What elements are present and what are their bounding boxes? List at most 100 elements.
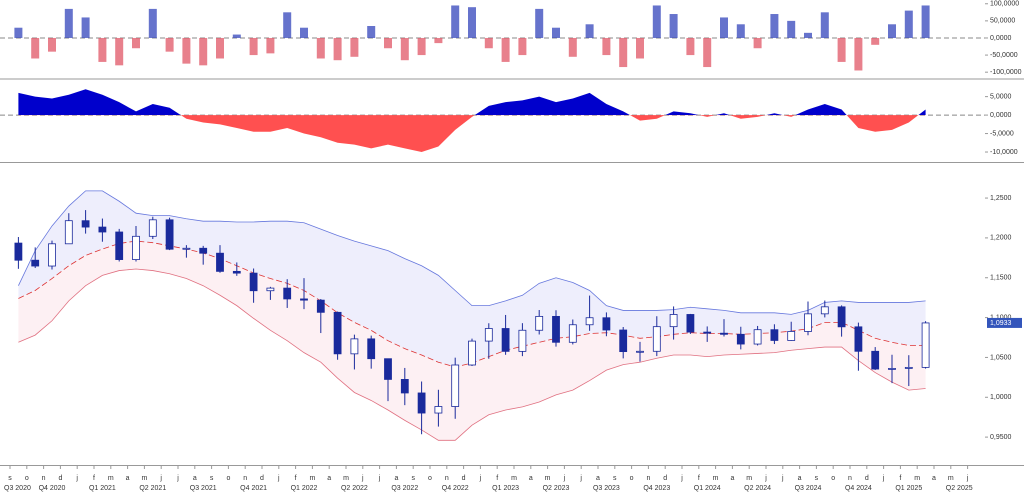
bar [804, 32, 812, 38]
x-tick-label: s [210, 475, 214, 482]
candle-body [837, 306, 846, 328]
x-tick-label: f [899, 475, 901, 482]
y-tick-label: 1,1500 [990, 275, 1012, 282]
candle-body [48, 243, 56, 267]
x-tick-label: f [698, 475, 700, 482]
bar [283, 12, 292, 38]
candle-body [31, 259, 40, 267]
x-tick-label: m [309, 475, 315, 482]
candle-body [451, 364, 460, 407]
candle-body [720, 332, 728, 335]
x-tick-label: j [176, 475, 179, 482]
y-tick-label: 1,0000 [990, 394, 1012, 401]
x-tick-label: d [865, 475, 869, 482]
quarter-label: Q4 2021 [240, 485, 267, 492]
band-line [18, 268, 926, 441]
x-tick-label: n [445, 475, 449, 482]
band-fill [18, 241, 926, 441]
bar [501, 37, 510, 62]
bar [837, 37, 846, 62]
candle-body [283, 287, 292, 300]
bar [552, 27, 560, 38]
bar [132, 37, 140, 49]
price-tag [987, 317, 1022, 328]
candle-body [14, 242, 23, 261]
x-tick-label: m [545, 475, 551, 482]
x-tick-label: j [563, 475, 566, 482]
candle-body [484, 328, 493, 342]
x-tick-label: n [848, 475, 852, 482]
x-tick-label: o [25, 475, 29, 482]
candle-body [518, 329, 527, 352]
x-tick-label: j [579, 475, 582, 482]
bar [484, 37, 493, 49]
bar [585, 24, 594, 38]
bar [434, 37, 443, 44]
bar [350, 37, 359, 57]
x-tick-label: n [646, 475, 650, 482]
x-tick-label: s [411, 475, 415, 482]
bar [199, 37, 208, 66]
quarter-label: Q2 2022 [341, 485, 368, 492]
bar [115, 37, 124, 66]
x-tick-label: d [58, 475, 62, 482]
candle-body [132, 235, 140, 260]
candle-body [434, 406, 443, 414]
x-tick-label: j [75, 475, 78, 482]
y-tick-label: 0,0000 [990, 35, 1012, 42]
x-tick-label: j [159, 475, 162, 482]
x-tick-label: j [966, 475, 969, 482]
candle-body [904, 366, 913, 369]
bar [333, 37, 342, 61]
candle-body [669, 314, 678, 328]
bar [249, 37, 258, 56]
bar [232, 34, 241, 38]
candle-body [468, 340, 476, 366]
candle-body [216, 252, 224, 272]
x-tick-label: a [327, 475, 331, 482]
candle-body [182, 247, 191, 250]
candle-body [686, 314, 695, 333]
y-tick-label: 0,9500 [990, 434, 1012, 441]
quarter-label: Q2 2023 [543, 485, 570, 492]
bar [14, 27, 23, 38]
x-tick-label: d [462, 475, 466, 482]
x-tick-label: s [815, 475, 819, 482]
x-tick-label: j [277, 475, 280, 482]
x-tick-label: s [613, 475, 617, 482]
candle-body [384, 358, 392, 380]
bar [384, 37, 392, 49]
x-tick-label: f [93, 475, 95, 482]
x-tick-label: a [932, 475, 936, 482]
bar [652, 5, 661, 38]
x-tick-label: a [394, 475, 398, 482]
x-tick-label: j [781, 475, 784, 482]
bar [820, 12, 829, 38]
candle-body [98, 226, 107, 233]
x-tick-label: f [295, 475, 297, 482]
quarter-label: Q2 2024 [744, 485, 771, 492]
x-tick-label: m [343, 475, 349, 482]
x-tick-label: o [428, 475, 432, 482]
bar [417, 37, 426, 56]
candle-body [619, 329, 628, 353]
bar [98, 37, 107, 62]
bar [703, 37, 712, 68]
quarter-label: Q4 2024 [845, 485, 872, 492]
candle-body [854, 326, 863, 352]
quarter-label: Q1 2021 [89, 485, 116, 492]
bar [720, 17, 728, 38]
x-tick-label: j [882, 475, 885, 482]
candle-body [753, 329, 762, 345]
candle-body [921, 322, 930, 368]
bar [888, 24, 896, 38]
candle-body [316, 299, 325, 313]
y-tick-label: -5,0000 [990, 130, 1014, 137]
bar [148, 8, 157, 38]
quarter-label: Q3 2021 [190, 485, 217, 492]
x-tick-label: d [260, 475, 264, 482]
quarter-label: Q2 2025 [946, 485, 973, 492]
bar [753, 37, 762, 49]
